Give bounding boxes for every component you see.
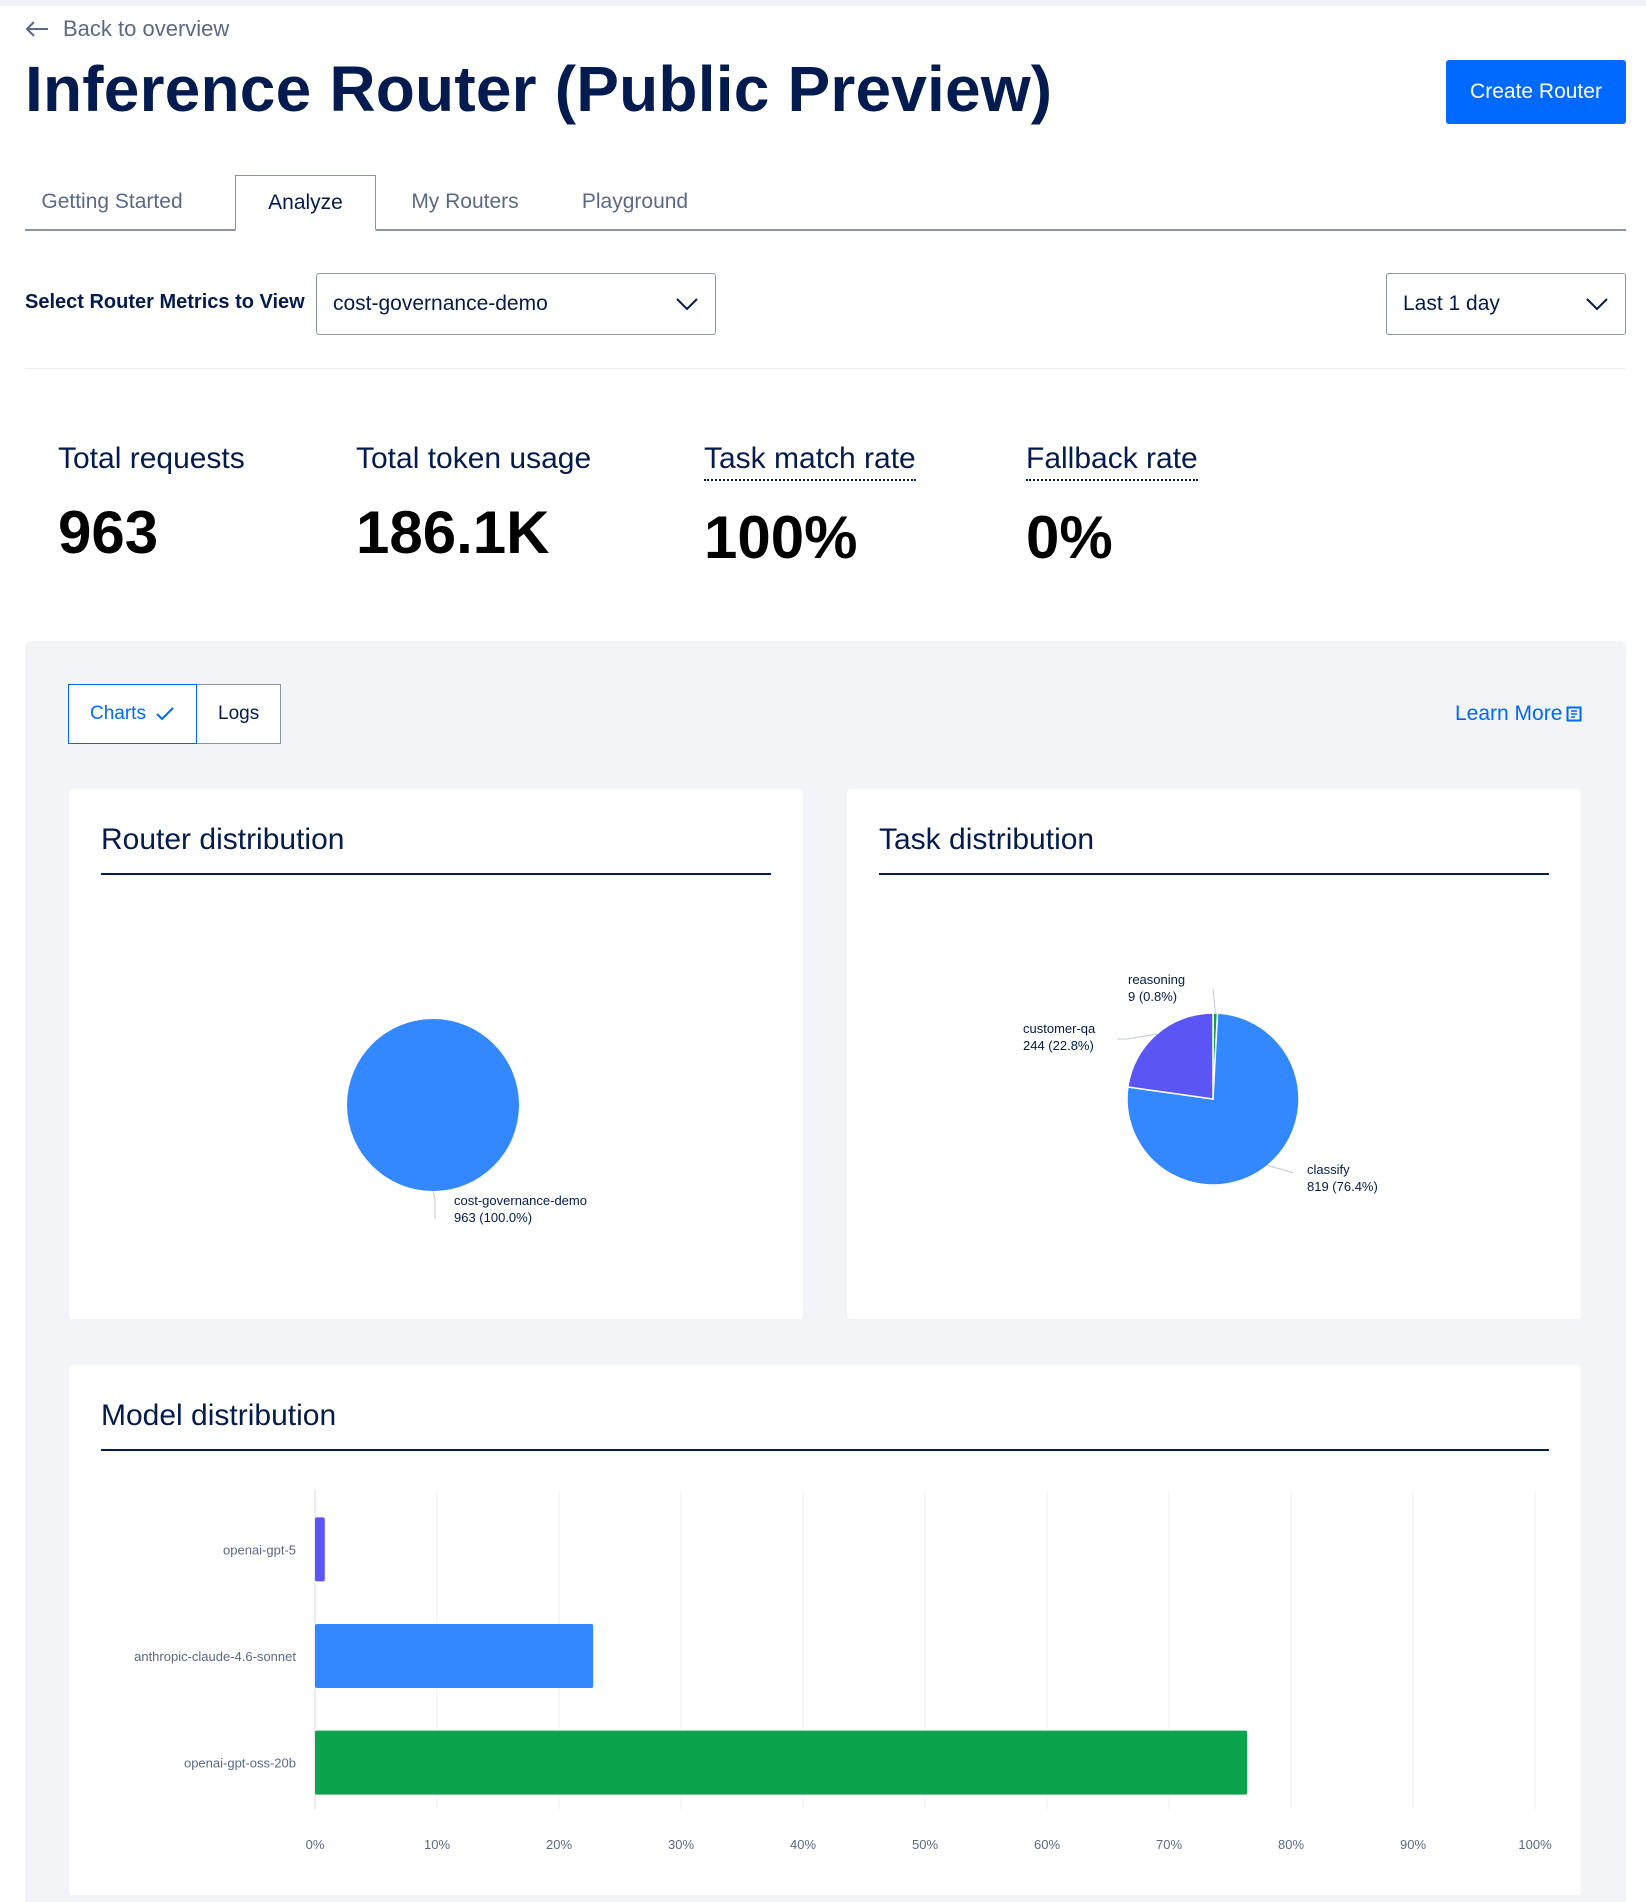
- bar: [315, 1517, 325, 1582]
- x-tick-label: 50%: [912, 1837, 938, 1852]
- x-tick-label: 70%: [1156, 1837, 1182, 1852]
- view-toggle: Charts Logs: [68, 684, 281, 744]
- router-select[interactable]: cost-governance-demo: [316, 273, 716, 335]
- top-border: [0, 0, 1646, 6]
- x-tick-label: 90%: [1400, 1837, 1426, 1852]
- x-tick-label: 10%: [424, 1837, 450, 1852]
- pie-slice: [347, 1019, 519, 1191]
- metric-task-match-rate: Task match rate 100%: [704, 442, 916, 572]
- chevron-down-icon: [676, 298, 698, 311]
- metric-total-token-usage: Total token usage 186.1K: [356, 442, 591, 567]
- back-label: Back to overview: [63, 16, 230, 41]
- learn-more-link[interactable]: Learn More: [1455, 702, 1582, 726]
- pie-label: reasoning 9 (0.8%): [1128, 972, 1185, 1004]
- model-distribution-chart: 0% 10% 20% 30% 40% 50% 60% 70% 80% 90% 100% openai-…: [134, 1490, 1552, 1852]
- metric-total-requests: Total requests 963: [58, 442, 245, 567]
- y-category-label: anthropic-claude-4.6-sonnet: [134, 1649, 296, 1664]
- select-router-label: Select Router Metrics to View: [25, 291, 305, 313]
- metric-value: 963: [58, 499, 159, 566]
- time-range-select[interactable]: Last 1 day: [1386, 273, 1626, 335]
- pie-slice: [1127, 1012, 1214, 1100]
- pie-leader-line: [1212, 988, 1216, 1014]
- chevron-down-icon: [1586, 298, 1608, 311]
- x-tick-label: 100%: [1518, 1837, 1552, 1852]
- external-doc-icon: [1566, 706, 1582, 722]
- metric-label: Total token usage: [356, 442, 592, 475]
- router-distribution-chart: cost-governance-demo 963 (100.0%): [347, 1019, 587, 1225]
- charts-label: Charts: [90, 703, 146, 724]
- pie-label: cost-governance-demo 963 (100.0%): [454, 1193, 587, 1225]
- divider: [25, 368, 1626, 369]
- back-link[interactable]: Back to overview: [25, 16, 229, 42]
- logs-toggle-button[interactable]: Logs: [197, 684, 281, 744]
- logs-label: Logs: [218, 703, 260, 724]
- y-category-label: openai-gpt-oss-20b: [184, 1756, 296, 1771]
- card-rule: [101, 1449, 1549, 1451]
- create-router-button[interactable]: Create Router: [1446, 60, 1626, 124]
- card-title: Router distribution: [101, 823, 345, 856]
- model-distribution-card: Model distribution 0% 10% 20% 30% 40% 50% 60% 7…: [69, 1365, 1581, 1895]
- pie-leader-line: [432, 1190, 436, 1219]
- x-tick-label: 30%: [668, 1837, 694, 1852]
- metric-label[interactable]: Task match rate: [704, 442, 916, 481]
- charts-toggle-button[interactable]: Charts: [68, 684, 197, 744]
- tab-bar: Getting Started Analyze My Routers Playg…: [25, 175, 1626, 232]
- task-distribution-chart: reasoning 9 (0.8%) classify 819 (76.4%) cust…: [1023, 972, 1378, 1194]
- metric-value: 100%: [704, 504, 858, 571]
- card-rule: [879, 873, 1549, 875]
- arrow-left-icon: [25, 21, 48, 37]
- metric-fallback-rate: Fallback rate 0%: [1026, 442, 1198, 572]
- metric-label: Total requests: [58, 442, 245, 475]
- pie-label: customer-qa 244 (22.8%): [1023, 1021, 1096, 1053]
- y-category-label: openai-gpt-5: [223, 1542, 296, 1557]
- card-rule: [101, 873, 771, 875]
- metric-label[interactable]: Fallback rate: [1026, 442, 1198, 481]
- x-tick-label: 40%: [790, 1837, 816, 1852]
- router-distribution-card: Router distribution cost-governance-demo…: [69, 789, 803, 1319]
- learn-more-label: Learn More: [1455, 702, 1563, 725]
- card-title: Task distribution: [879, 823, 1095, 856]
- pie-leader-line: [1117, 1033, 1157, 1040]
- bar: [315, 1730, 1248, 1795]
- checkmark-icon: [156, 707, 174, 721]
- pie-leader-line: [1267, 1164, 1294, 1174]
- bar: [315, 1624, 594, 1688]
- x-tick-label: 80%: [1278, 1837, 1304, 1852]
- x-tick-label: 60%: [1034, 1837, 1060, 1852]
- tab-my-routers[interactable]: My Routers: [411, 190, 519, 213]
- card-title: Model distribution: [101, 1399, 337, 1432]
- task-distribution-card: Task distribution reasoning 9 (0.8%) class…: [847, 789, 1581, 1319]
- metric-value: 0%: [1026, 504, 1113, 571]
- router-select-value: cost-governance-demo: [333, 292, 548, 315]
- x-tick-label: 0%: [306, 1837, 325, 1852]
- tab-analyze[interactable]: Analyze: [235, 175, 376, 232]
- page-title: Inference Router (Public Preview): [25, 53, 1053, 125]
- pie-label: classify 819 (76.4%): [1307, 1162, 1378, 1194]
- tab-getting-started[interactable]: Getting Started: [41, 190, 183, 213]
- tab-playground[interactable]: Playground: [581, 190, 689, 213]
- x-tick-label: 20%: [546, 1837, 572, 1852]
- time-range-value: Last 1 day: [1403, 292, 1500, 315]
- metric-value: 186.1K: [356, 499, 550, 566]
